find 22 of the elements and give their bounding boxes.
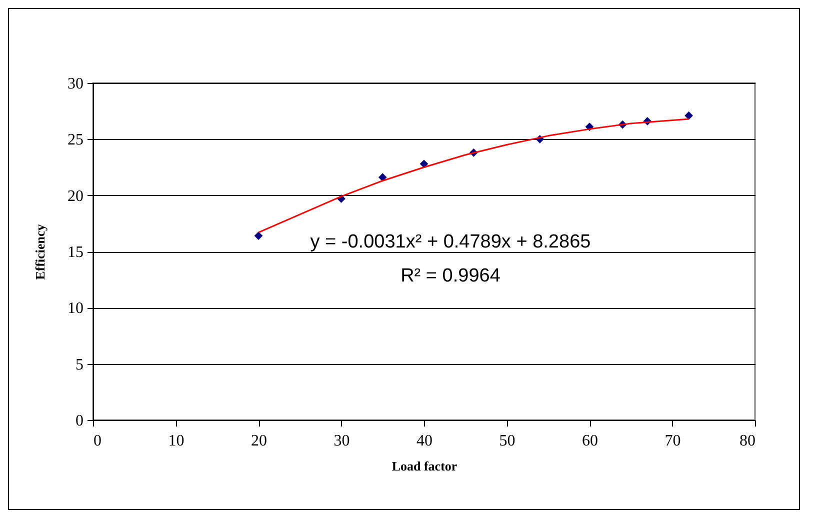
x-tick-label: 10 — [168, 432, 184, 450]
x-axis-title: Load factor — [392, 458, 458, 474]
x-tick-label: 20 — [251, 432, 267, 450]
x-tick-label: 60 — [582, 432, 598, 450]
x-tick-label: 80 — [740, 432, 756, 450]
y-axis-title: Efficiency — [32, 224, 48, 280]
x-tick-label: 40 — [416, 432, 432, 450]
point — [420, 160, 428, 168]
annotation: R² = 0.9964 — [400, 265, 501, 286]
y-tick-label: 5 — [76, 356, 84, 374]
x-tick-label: 70 — [664, 432, 681, 450]
x-tick-label: 0 — [94, 432, 102, 450]
annotation: y = -0.0031x² + 0.4789x + 8.2865 — [310, 231, 591, 252]
y-tick-label: 10 — [68, 300, 84, 318]
y-tick-label: 30 — [68, 76, 84, 92]
y-tick-label: 25 — [68, 132, 84, 149]
y-tick-label: 20 — [68, 188, 84, 205]
y-tick-label: 15 — [68, 244, 84, 261]
x-tick-label: 50 — [499, 432, 516, 450]
x-tick-label: 30 — [334, 432, 350, 450]
point — [684, 111, 693, 120]
y-tick-label: 0 — [76, 412, 84, 430]
